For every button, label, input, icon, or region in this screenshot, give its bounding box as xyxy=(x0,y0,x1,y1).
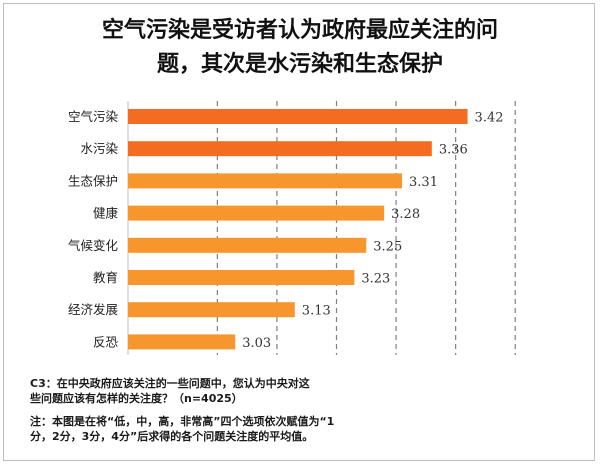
value-label: 3.36 xyxy=(439,143,468,158)
bar xyxy=(128,173,403,189)
value-label: 3.28 xyxy=(391,207,420,222)
category-label: 气候变化 xyxy=(68,238,119,253)
value-label: 3.42 xyxy=(475,111,504,126)
chart-title: 空气污染是受访者认为政府最应关注的问 题，其次是水污染和生态保护 xyxy=(10,14,590,82)
chart-note: 注：本图是在将“低，中，高，非常高”四个选项依次赋值为“1 分，2分，3分，4分… xyxy=(30,414,570,444)
value-label: 3.03 xyxy=(242,336,271,351)
category-label: 反恐 xyxy=(93,334,119,349)
chart-frame xyxy=(3,3,595,461)
bar xyxy=(128,141,432,157)
title-line-2: 题，其次是水污染和生态保护 xyxy=(156,52,443,77)
bar xyxy=(128,205,385,221)
value-label: 3.25 xyxy=(373,239,402,254)
category-label: 水污染 xyxy=(80,141,118,156)
value-label: 3.23 xyxy=(361,272,390,287)
bar xyxy=(128,109,468,124)
question-line-1: C3：在中央政府应该关注的一些问题中，您认为中央对这 xyxy=(30,377,310,390)
category-label: 空气污染 xyxy=(68,109,119,124)
category-label: 教育 xyxy=(93,270,118,285)
category-label: 健康 xyxy=(93,206,119,221)
category-label: 经济发展 xyxy=(68,302,118,317)
note-line-2: 分，2分，3分，4分”后求得的各个问题关注度的平均值。 xyxy=(30,430,314,443)
bar xyxy=(128,302,295,318)
title-line-1: 空气污染是受访者认为政府最应关注的问 xyxy=(101,18,498,43)
survey-question: C3：在中央政府应该关注的一些问题中，您认为中央对这 些问题应该有怎样的关注度？… xyxy=(30,376,570,406)
bar xyxy=(128,334,236,350)
note-line-1: 注：本图是在将“低，中，高，非常高”四个选项依次赋值为“1 xyxy=(30,415,335,428)
question-line-2: 些问题应该有怎样的关注度？（n=4025） xyxy=(30,392,243,405)
category-label: 生态保护 xyxy=(68,173,118,188)
bar xyxy=(128,270,355,285)
bar xyxy=(128,237,367,253)
value-label: 3.31 xyxy=(409,175,438,190)
value-label: 3.13 xyxy=(302,304,331,319)
